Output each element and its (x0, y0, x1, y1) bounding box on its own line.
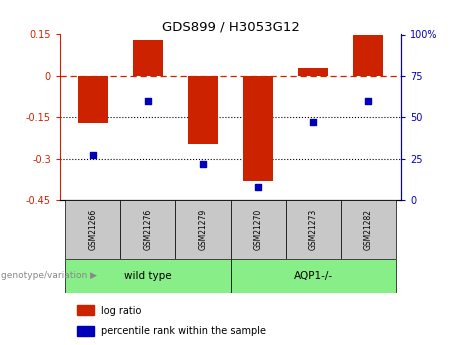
Text: GSM21276: GSM21276 (143, 209, 153, 250)
Text: GSM21279: GSM21279 (199, 209, 207, 250)
Text: log ratio: log ratio (101, 306, 141, 315)
Bar (65, 200, 120, 259)
Text: wild type: wild type (124, 271, 172, 281)
Bar (176, 200, 230, 259)
Bar (230, 200, 285, 259)
Point (144, 98, 152, 104)
Bar (65, 259, 230, 293)
Point (89, 152, 97, 158)
Text: AQP1-/-: AQP1-/- (294, 271, 332, 281)
Text: GSM21270: GSM21270 (254, 209, 262, 250)
Point (199, 161, 207, 166)
Title: GDS899 / H3053G12: GDS899 / H3053G12 (161, 20, 300, 33)
Bar (77, 305, 94, 315)
Point (254, 184, 262, 190)
Text: GSM21273: GSM21273 (308, 209, 318, 250)
Bar (188, 76, 218, 144)
Text: percentile rank within the sample: percentile rank within the sample (101, 326, 266, 336)
Text: genotype/variation ▶: genotype/variation ▶ (1, 272, 97, 280)
Bar (230, 259, 396, 293)
Bar (353, 34, 383, 76)
Bar (341, 200, 396, 259)
Bar (133, 40, 163, 76)
Text: GSM21266: GSM21266 (89, 209, 97, 250)
Bar (77, 326, 94, 336)
Bar (243, 76, 273, 181)
Bar (78, 76, 108, 123)
Bar (285, 200, 341, 259)
Text: GSM21282: GSM21282 (364, 209, 372, 250)
Point (364, 98, 372, 104)
Bar (120, 200, 176, 259)
Bar (298, 68, 328, 76)
Point (309, 119, 317, 125)
